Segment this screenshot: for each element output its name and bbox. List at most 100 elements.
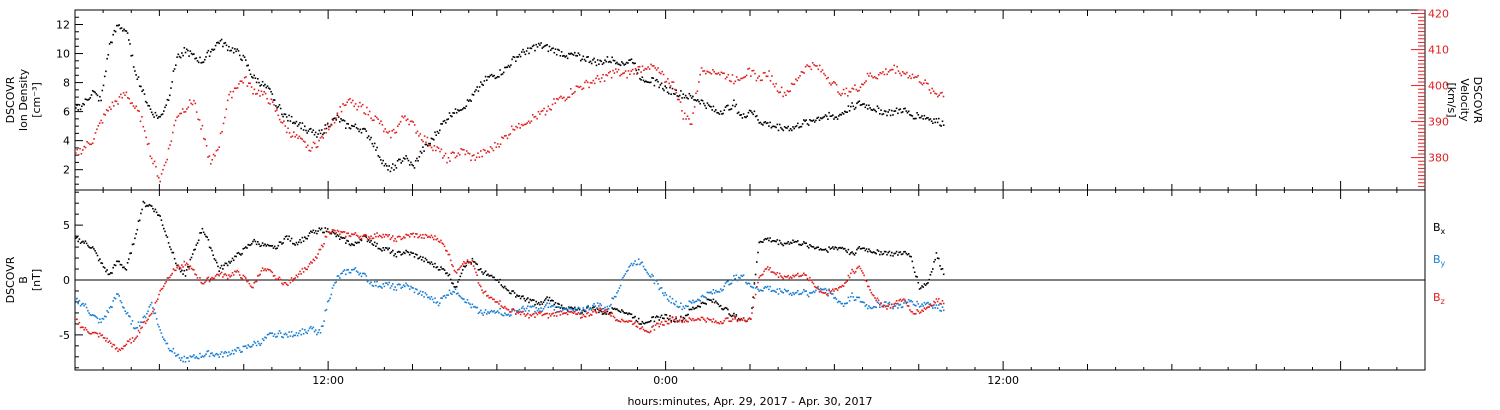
data-point — [495, 76, 498, 79]
data-point — [494, 141, 496, 144]
data-point — [652, 325, 654, 327]
data-point — [639, 327, 641, 330]
data-point — [541, 303, 544, 305]
data-point — [768, 288, 770, 291]
data-point — [448, 289, 451, 292]
data-point — [451, 115, 453, 118]
data-point — [677, 95, 680, 98]
data-point — [574, 306, 576, 309]
data-point — [675, 300, 677, 303]
data-point — [365, 234, 368, 236]
data-point — [731, 104, 734, 107]
x-tick-label: 0:00 — [653, 374, 678, 387]
data-point — [836, 118, 839, 120]
data-point — [401, 160, 404, 162]
data-point — [874, 306, 876, 308]
data-point — [284, 282, 287, 284]
data-point — [216, 273, 218, 276]
data-point — [598, 78, 600, 80]
data-point — [554, 306, 557, 308]
data-point — [331, 230, 334, 233]
data-point — [256, 92, 258, 95]
data-point — [696, 90, 699, 92]
data-point — [231, 272, 234, 274]
data-point — [604, 309, 606, 312]
data-point — [776, 272, 779, 274]
data-point — [400, 254, 402, 256]
data-point — [921, 83, 924, 86]
data-point — [709, 71, 711, 74]
data-point — [816, 117, 818, 119]
data-point — [758, 290, 760, 292]
data-point — [723, 109, 726, 111]
data-point — [833, 248, 835, 250]
data-point — [801, 274, 804, 276]
data-point — [498, 76, 500, 78]
y2-tick-label: 400 — [1428, 80, 1449, 93]
data-point — [729, 314, 732, 317]
data-point — [471, 257, 474, 260]
data-point — [337, 275, 340, 277]
data-point — [752, 306, 754, 308]
data-point — [531, 313, 534, 316]
data-point — [455, 293, 458, 295]
data-point — [717, 322, 720, 324]
data-point — [382, 247, 384, 249]
data-point — [707, 291, 710, 294]
data-point — [578, 54, 581, 56]
data-point — [214, 353, 217, 356]
data-point — [546, 312, 548, 315]
data-point — [417, 160, 419, 162]
data-point — [153, 160, 156, 163]
data-point — [660, 72, 662, 75]
data-point — [592, 59, 594, 61]
data-point — [441, 242, 443, 244]
data-point — [404, 115, 406, 117]
data-point — [903, 107, 905, 110]
data-point — [77, 154, 80, 156]
data-point — [436, 301, 439, 303]
data-point — [518, 311, 521, 313]
data-point — [868, 285, 870, 288]
data-point — [259, 245, 261, 248]
data-point — [815, 289, 817, 292]
data-point — [329, 297, 331, 300]
data-point — [413, 291, 416, 294]
data-point — [210, 163, 212, 165]
data-point — [298, 135, 301, 138]
data-point — [455, 285, 458, 288]
data-point — [101, 262, 104, 265]
data-point — [610, 311, 612, 314]
data-point — [131, 102, 133, 104]
data-point — [680, 316, 682, 319]
data-point — [648, 68, 651, 70]
data-point — [114, 297, 117, 300]
data-point — [164, 106, 166, 109]
data-point — [799, 75, 801, 77]
data-point — [494, 77, 497, 80]
data-point — [360, 131, 363, 134]
data-point — [347, 268, 349, 271]
data-point — [361, 272, 364, 275]
data-point — [540, 307, 542, 309]
data-point — [248, 244, 251, 246]
data-point — [618, 310, 621, 312]
data-point — [741, 117, 744, 119]
data-point — [118, 295, 120, 297]
data-point — [201, 61, 204, 64]
data-point — [427, 261, 429, 264]
data-point — [75, 237, 77, 239]
data-point — [75, 152, 77, 154]
data-point — [787, 241, 789, 243]
data-point — [121, 96, 123, 99]
data-point — [367, 239, 370, 241]
data-point — [809, 119, 811, 121]
data-point — [137, 329, 140, 332]
data-point — [938, 304, 940, 306]
data-point — [926, 307, 928, 309]
data-point — [712, 298, 715, 301]
data-point — [903, 72, 905, 75]
data-point — [386, 247, 388, 249]
data-point — [416, 130, 419, 133]
data-point — [466, 259, 469, 261]
